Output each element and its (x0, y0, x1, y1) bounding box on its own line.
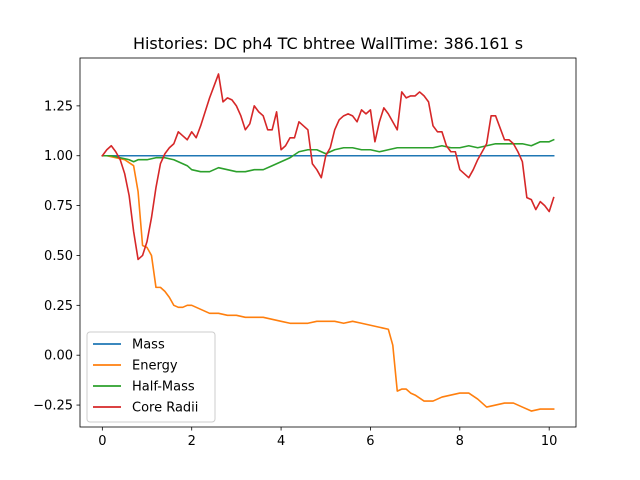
plot-area (101, 73, 555, 412)
x-tick-label: 10 (541, 434, 558, 449)
series-line-half-mass (101, 138, 555, 173)
y-tick-label: 0.75 (44, 199, 73, 214)
y-tick-label: 1.00 (44, 149, 73, 164)
x-tick-label: 4 (277, 434, 285, 449)
x-tick-label: 6 (366, 434, 374, 449)
y-tick-label: −0.25 (33, 399, 73, 414)
series-layer (101, 73, 555, 412)
y-tick-label: 0.25 (44, 299, 73, 314)
legend-label-core-radii: Core Radii (132, 401, 198, 416)
y-tick-label: 1.25 (44, 99, 73, 114)
x-tick-label: 8 (456, 434, 464, 449)
y-tick-label: 0.50 (44, 249, 73, 264)
legend: Mass Energy Half-Mass Core Radii (86, 331, 216, 423)
legend-box (86, 331, 216, 423)
axes-frame (79, 57, 577, 428)
y-tick-label: 0.00 (44, 349, 73, 364)
legend-label-half-mass: Half-Mass (132, 380, 195, 395)
axes-layer: 0 2 4 6 8 10 −0.25 0.00 0.25 0.50 0.75 1.00 1.25 (33, 57, 577, 449)
legend-label-mass: Mass (132, 338, 165, 353)
chart-title: Histories: DC ph4 TC bhtree WallTime: 38… (133, 34, 523, 53)
series-line-energy (101, 154, 555, 412)
series-line-core-radii (101, 73, 555, 261)
legend-label-energy: Energy (132, 359, 178, 374)
x-tick-label: 2 (188, 434, 196, 449)
x-tick-label: 0 (98, 434, 106, 449)
